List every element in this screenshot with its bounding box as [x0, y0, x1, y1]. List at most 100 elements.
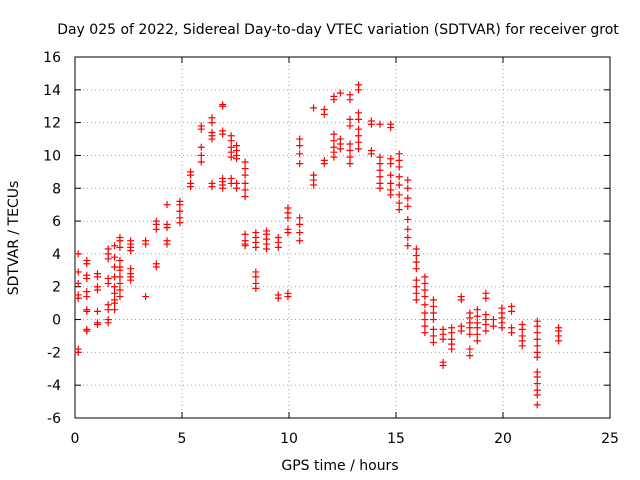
data-point [404, 234, 412, 241]
data-point [152, 263, 160, 271]
data-point [197, 158, 205, 166]
y-tick-label: 8 [52, 181, 61, 197]
data-point [163, 224, 171, 232]
grid [75, 57, 610, 418]
data-point [395, 206, 403, 214]
data-point [376, 166, 384, 174]
data-point [376, 173, 384, 181]
data-point [429, 309, 437, 317]
data-point [346, 147, 354, 155]
data-point [376, 160, 384, 168]
data-point [127, 276, 135, 284]
data-point [330, 130, 338, 138]
y-tick-label: 14 [43, 83, 61, 99]
data-point [533, 335, 541, 343]
data-point [111, 306, 119, 314]
data-point [508, 307, 516, 315]
data-point [176, 219, 184, 227]
data-point [152, 225, 160, 233]
data-point [421, 273, 429, 281]
data-point [197, 151, 205, 159]
data-point [355, 132, 363, 140]
x-tick-label: 5 [178, 431, 187, 447]
data-point [336, 145, 344, 153]
data-points [74, 81, 563, 409]
data-point [241, 230, 249, 238]
data-point [533, 391, 541, 399]
data-point [412, 245, 420, 253]
data-point [241, 171, 249, 179]
y-tick-label: -4 [47, 378, 61, 394]
data-point [296, 142, 304, 150]
data-point [83, 275, 91, 283]
data-point [412, 289, 420, 297]
data-point [83, 327, 91, 335]
data-point [355, 145, 363, 153]
data-point [355, 86, 363, 94]
data-point [310, 104, 318, 112]
y-tick-label: -2 [47, 345, 61, 361]
data-point [346, 96, 354, 104]
data-point [93, 307, 101, 315]
data-point [93, 273, 101, 281]
data-point [404, 184, 412, 192]
data-point [412, 283, 420, 291]
data-point [489, 322, 497, 330]
data-point [395, 181, 403, 189]
data-point [387, 124, 395, 132]
data-point [296, 160, 304, 168]
data-point [142, 293, 150, 301]
data-point [233, 184, 241, 192]
data-point [74, 279, 82, 287]
data-point [412, 296, 420, 304]
data-point [116, 293, 124, 301]
data-point [533, 401, 541, 409]
data-point [197, 125, 205, 133]
data-point [508, 329, 516, 337]
data-point [387, 171, 395, 179]
data-point [104, 319, 112, 327]
data-point [111, 242, 119, 250]
y-tick-label: 0 [52, 313, 61, 329]
x-tick-label: 10 [280, 431, 298, 447]
data-point [252, 273, 260, 281]
data-point [355, 138, 363, 146]
data-point [116, 286, 124, 294]
data-point [533, 353, 541, 361]
y-axis-title: SDTVAR / TECUs [6, 181, 22, 296]
data-point [74, 250, 82, 258]
data-point [421, 309, 429, 317]
data-point [355, 109, 363, 117]
plot-frame [74, 56, 611, 419]
data-point [404, 225, 412, 233]
x-tick-label: 0 [71, 431, 80, 447]
data-point [429, 339, 437, 347]
data-point [533, 322, 541, 330]
data-point [296, 135, 304, 143]
data-point [296, 214, 304, 222]
data-point [448, 329, 456, 337]
data-point [473, 312, 481, 320]
data-point [111, 299, 119, 307]
data-point [518, 325, 526, 333]
data-point [421, 301, 429, 309]
data-point [395, 191, 403, 199]
y-tick-label: 6 [52, 214, 61, 230]
data-point [163, 240, 171, 248]
data-point [346, 115, 354, 123]
data-point [355, 125, 363, 133]
data-point [116, 256, 124, 264]
data-point [387, 179, 395, 187]
data-point [439, 361, 447, 369]
data-point [284, 214, 292, 222]
data-point [336, 89, 344, 97]
data-point [330, 153, 338, 161]
data-point [116, 279, 124, 287]
data-point [320, 110, 328, 118]
data-point [404, 215, 412, 223]
data-point [533, 373, 541, 381]
data-point [227, 153, 235, 161]
data-point [104, 279, 112, 287]
data-point [355, 115, 363, 123]
